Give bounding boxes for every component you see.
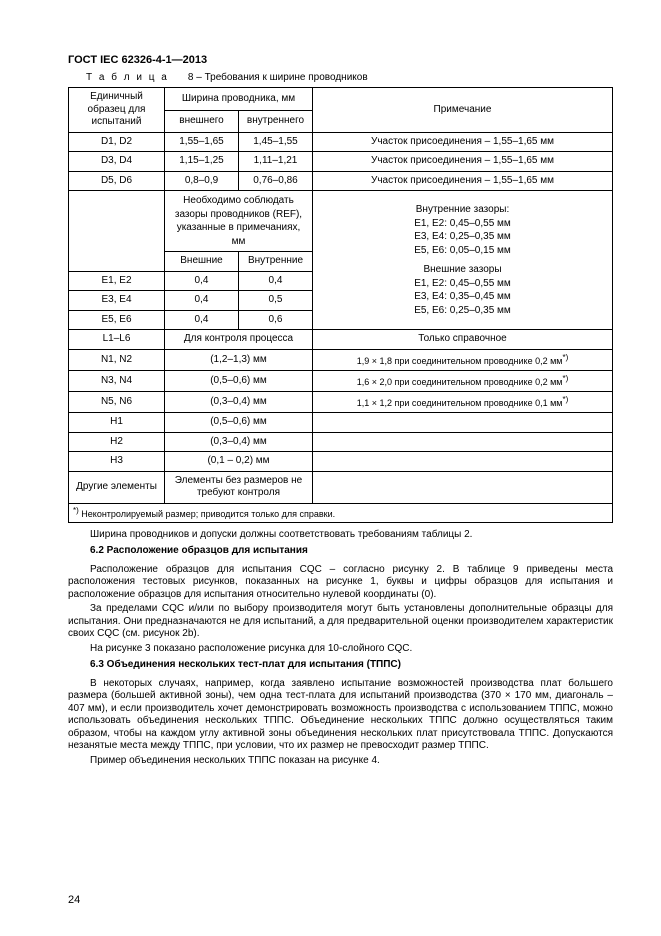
cell-outer: 0,8–0,9 <box>165 171 239 191</box>
caption-rest: – Требования к ширине проводников <box>193 72 367 83</box>
cell-outer: 0,4 <box>165 291 239 311</box>
cell-inner: 0,6 <box>239 310 313 330</box>
body-paragraph: В некоторых случаях, например, когда зая… <box>68 678 613 753</box>
header-width: Ширина проводника, мм <box>165 88 313 110</box>
cell-sample: E3, E4 <box>69 291 165 311</box>
header-inner: внутреннего <box>239 110 313 132</box>
table-footnote-row: *) Неконтролируемый размер; приводится т… <box>69 503 613 522</box>
outer-clearance-title: Внешние зазоры <box>317 263 608 277</box>
cell-ref-outer: Внешние <box>165 252 239 272</box>
body-paragraph: За пределами CQC и/или по выбору произво… <box>68 603 613 641</box>
cell-sample: L1–L6 <box>69 330 165 350</box>
table-row: N3, N4 (0,5–0,6) мм 1,6 × 2,0 при соедин… <box>69 370 613 391</box>
body-paragraph: На рисунке 3 показано расположение рисун… <box>68 643 613 656</box>
cell-outer: 1,15–1,25 <box>165 152 239 172</box>
cell-mid: Элементы без размеров не требуют контрол… <box>165 471 313 503</box>
cell-inner: 1,11–1,21 <box>239 152 313 172</box>
page-number: 24 <box>68 894 80 908</box>
cell-outer: 0,4 <box>165 271 239 291</box>
document-header: ГОСТ IEC 62326-4-1—2013 <box>68 54 613 68</box>
inner-clearance-e56: E5, E6: 0,05–0,15 мм <box>317 244 608 258</box>
cell-note: Участок присоединения – 1,55–1,65 мм <box>313 171 613 191</box>
table-header-row: Единичный образец для испытаний Ширина п… <box>69 88 613 110</box>
cell-sample: H3 <box>69 452 165 472</box>
cell-inner: 0,5 <box>239 291 313 311</box>
cell-inner: 0,4 <box>239 271 313 291</box>
cell-mid: (0,3–0,4) мм <box>165 432 313 452</box>
section-6-3-title: 6.3 Объединения нескольких тест-плат для… <box>68 659 613 672</box>
cell-note: Участок присоединения – 1,55–1,65 мм <box>313 152 613 172</box>
table-caption: Т а б л и ц а 8 – Требования к ширине пр… <box>86 72 613 85</box>
table-row: D5, D6 0,8–0,9 0,76–0,86 Участок присоед… <box>69 171 613 191</box>
table-row: L1–L6 Для контроля процесса Только справ… <box>69 330 613 350</box>
body-paragraph: Расположение образцов для испытания CQC … <box>68 564 613 602</box>
cell-sample: D1, D2 <box>69 132 165 152</box>
section-6-2-title: 6.2 Расположение образцов для испытания <box>68 545 613 558</box>
inner-clearance-title: Внутренние зазоры: <box>317 203 608 217</box>
cell-mid: (0,1 – 0,2) мм <box>165 452 313 472</box>
cell-mid: (0,3–0,4) мм <box>165 392 313 413</box>
cell-note: Только справочное <box>313 330 613 350</box>
cell-note-empty <box>313 452 613 472</box>
table-row: Другие элементы Элементы без размеров не… <box>69 471 613 503</box>
cell-note: Участок присоединения – 1,55–1,65 мм <box>313 132 613 152</box>
cell-sample: H2 <box>69 432 165 452</box>
cell-mid: Для контроля процесса <box>165 330 313 350</box>
cell-sample: D3, D4 <box>69 152 165 172</box>
cell-inner: 1,45–1,55 <box>239 132 313 152</box>
cell-ref-inner: Внутренние <box>239 252 313 272</box>
outer-clearance-e34: E3, E4: 0,35–0,45 мм <box>317 290 608 304</box>
cell-ref-notes: Внутренние зазоры: E1, E2: 0,45–0,55 мм … <box>313 191 613 330</box>
table-row: H3 (0,1 – 0,2) мм <box>69 452 613 472</box>
header-note: Примечание <box>313 88 613 133</box>
footnote-cell: *) Неконтролируемый размер; приводится т… <box>69 503 613 522</box>
inner-clearance-e12: E1, E2: 0,45–0,55 мм <box>317 217 608 231</box>
header-sample: Единичный образец для испытаний <box>69 88 165 133</box>
table-row: Необходимо соблюдать зазоры проводников … <box>69 191 613 252</box>
cell-outer: 0,4 <box>165 310 239 330</box>
cell-sample-empty <box>69 191 165 272</box>
caption-prefix: Т а б л и ц а <box>86 72 169 83</box>
cell-note-empty <box>313 413 613 433</box>
header-outer: внешнего <box>165 110 239 132</box>
table-row: N5, N6 (0,3–0,4) мм 1,1 × 1,2 при соедин… <box>69 392 613 413</box>
after-table-note: Ширина проводников и допуски должны соот… <box>68 529 613 542</box>
cell-sample: E5, E6 <box>69 310 165 330</box>
cell-sample: D5, D6 <box>69 171 165 191</box>
cell-note: 1,9 × 1,8 при соединительном проводнике … <box>313 349 613 370</box>
cell-outer: 1,55–1,65 <box>165 132 239 152</box>
outer-clearance-e56: E5, E6: 0,25–0,35 мм <box>317 304 608 318</box>
table-row: H1 (0,5–0,6) мм <box>69 413 613 433</box>
cell-sample: H1 <box>69 413 165 433</box>
cell-mid: (0,5–0,6) мм <box>165 413 313 433</box>
table-row: N1, N2 (1,2–1,3) мм 1,9 × 1,8 при соедин… <box>69 349 613 370</box>
cell-note-empty <box>313 432 613 452</box>
body-paragraph: Пример объединения нескольких ТППС показ… <box>68 755 613 768</box>
cell-mid: (0,5–0,6) мм <box>165 370 313 391</box>
requirements-table: Единичный образец для испытаний Ширина п… <box>68 87 613 523</box>
cell-ref-caption: Необходимо соблюдать зазоры проводников … <box>165 191 313 252</box>
cell-sample: E1, E2 <box>69 271 165 291</box>
cell-note: 1,6 × 2,0 при соединительном проводнике … <box>313 370 613 391</box>
table-row: D1, D2 1,55–1,65 1,45–1,55 Участок присо… <box>69 132 613 152</box>
cell-inner: 0,76–0,86 <box>239 171 313 191</box>
table-row: D3, D4 1,15–1,25 1,11–1,21 Участок присо… <box>69 152 613 172</box>
cell-note-empty <box>313 471 613 503</box>
cell-mid: (1,2–1,3) мм <box>165 349 313 370</box>
cell-sample: N3, N4 <box>69 370 165 391</box>
cell-sample: N5, N6 <box>69 392 165 413</box>
cell-sample: Другие элементы <box>69 471 165 503</box>
cell-sample: N1, N2 <box>69 349 165 370</box>
inner-clearance-e34: E3, E4: 0,25–0,35 мм <box>317 230 608 244</box>
table-row: H2 (0,3–0,4) мм <box>69 432 613 452</box>
cell-note: 1,1 × 1,2 при соединительном проводнике … <box>313 392 613 413</box>
outer-clearance-e12: E1, E2: 0,45–0,55 мм <box>317 277 608 291</box>
